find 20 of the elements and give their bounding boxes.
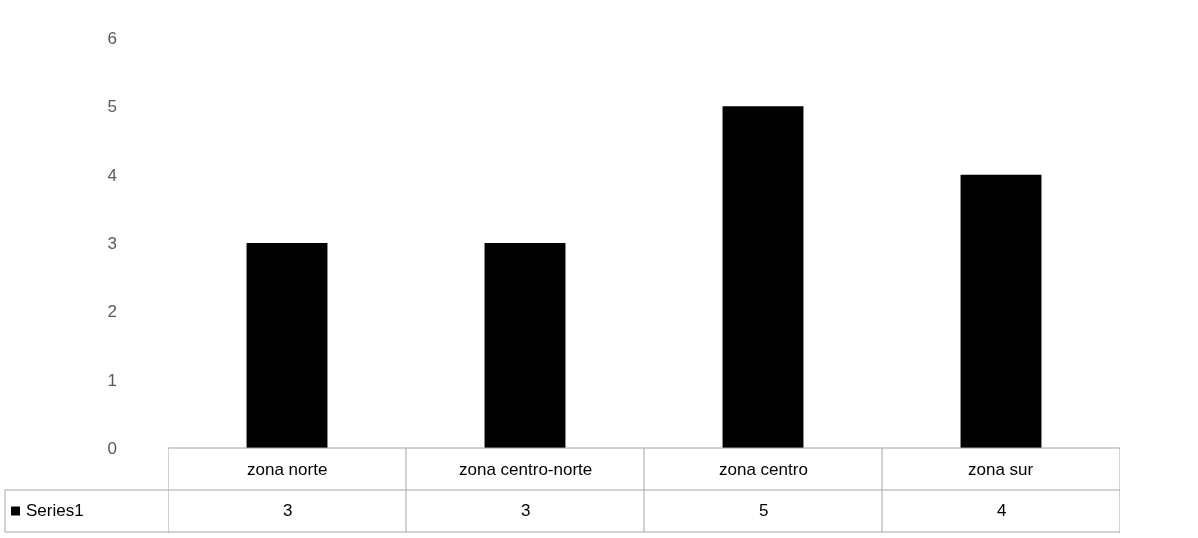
- data-label: 5: [759, 501, 769, 520]
- y-tick-label: 1: [107, 370, 117, 390]
- data-label: 3: [521, 501, 531, 520]
- data-label: 4: [997, 501, 1007, 520]
- y-tick-label: 0: [107, 438, 117, 458]
- x-tick-label: zona norte: [247, 460, 328, 479]
- y-tick-label: 2: [107, 302, 117, 322]
- y-tick-label: 6: [107, 28, 117, 48]
- bar: [722, 106, 804, 448]
- bar: [484, 243, 566, 448]
- bar: [960, 174, 1042, 448]
- x-tick-label: zona sur: [968, 460, 1034, 479]
- data-label: 3: [283, 501, 293, 520]
- legend-label: Series1: [26, 501, 84, 520]
- y-tick-label: 4: [107, 165, 117, 185]
- bar: [246, 243, 328, 448]
- y-tick-label: 3: [107, 233, 117, 253]
- x-tick-label: zona centro-norte: [459, 460, 593, 479]
- y-tick-label: 5: [107, 97, 117, 117]
- x-tick-label: zona centro: [719, 460, 808, 479]
